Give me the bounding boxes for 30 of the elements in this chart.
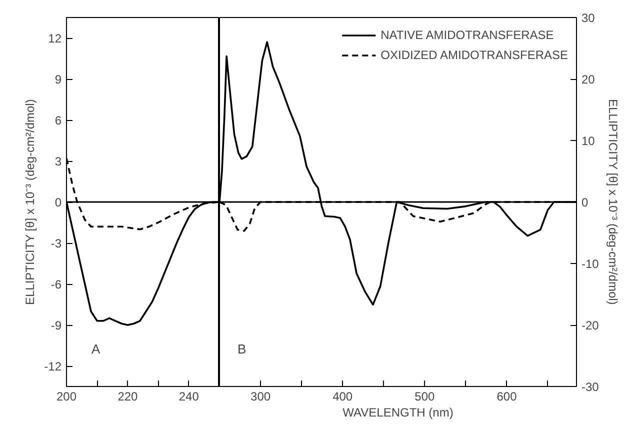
y-tick-label: -12 <box>44 360 62 374</box>
x-tick-label: 300 <box>250 390 271 404</box>
legend-label: OXIDIZED AMIDOTRANSFERASE <box>380 48 568 62</box>
y2-tick-label: 10 <box>582 134 596 148</box>
y-tick-label: 0 <box>54 196 62 210</box>
x-tick-label: 400 <box>332 390 353 404</box>
y-tick-label: 9 <box>54 72 62 86</box>
y2-tick-label: 30 <box>582 11 596 25</box>
y2-tick-label: 0 <box>582 196 588 210</box>
x-tick-label: 200 <box>56 390 77 404</box>
y2-tick-label: 20 <box>582 72 596 86</box>
y2-tick-label: -20 <box>582 318 600 332</box>
y-tick-label: 6 <box>54 114 62 128</box>
y2-tick-label: -30 <box>582 380 600 394</box>
y2-axis-title: ELLIPTICITY [θ] x 10⁻³ (deg-cm²/dmol) <box>606 98 620 305</box>
y-tick-label: -6 <box>50 278 62 292</box>
legend-label: NATIVE AMIDOTRANSFERASE <box>380 28 554 42</box>
y-tick-label: 3 <box>54 154 62 168</box>
y-axis-title: ELLIPTICITY [θ] x 10⁻³ (deg-cm²/dmol) <box>23 99 38 306</box>
y-tick-label: 12 <box>48 32 62 46</box>
annotation: A <box>92 342 100 356</box>
x-tick-label: 500 <box>414 390 436 404</box>
x-tick-label: 600 <box>496 390 518 404</box>
annotation: B <box>238 342 246 356</box>
y-tick-label: -9 <box>50 318 62 332</box>
x-axis-title: WAVELENGTH (nm) <box>342 406 454 420</box>
y2-tick-label: -10 <box>582 257 600 271</box>
y-tick-label: -3 <box>50 236 62 250</box>
x-tick-label: 220 <box>118 390 138 404</box>
x-tick-label: 240 <box>178 390 200 404</box>
